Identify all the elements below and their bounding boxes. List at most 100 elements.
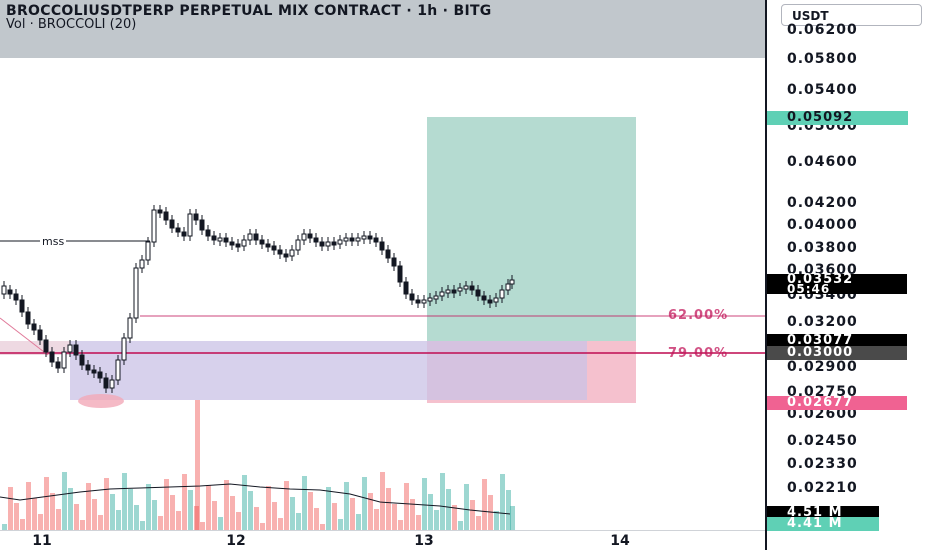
volume-bar [248, 491, 253, 530]
chart-header: BROCCOLIUSDTPERP PERPETUAL MIX CONTRACT … [0, 0, 765, 58]
fib-62-label: 62.00% [668, 308, 729, 323]
candle-body [85, 364, 91, 371]
candle-body [7, 289, 13, 295]
volume-bar [278, 518, 283, 530]
volume-bar [290, 497, 295, 530]
candle-body [355, 237, 361, 242]
volume-bar [2, 524, 7, 530]
volume-bar [344, 482, 349, 530]
volume-bar [158, 516, 163, 530]
volume-bar [338, 519, 343, 530]
candle-body [79, 354, 85, 366]
volume-bar [176, 511, 181, 530]
volume-bar [134, 505, 139, 530]
volume-label-2: 4.41 M [767, 517, 879, 531]
candle-body [127, 317, 133, 339]
volume-bar [416, 515, 421, 530]
volume-bar [254, 507, 259, 530]
volume-bar [110, 494, 115, 530]
order-block-zone [70, 341, 587, 400]
price-tick: 0.02210 [787, 480, 858, 496]
volume-bar [152, 500, 157, 530]
candle-body [277, 249, 283, 255]
candle-body [169, 219, 175, 229]
price-axis[interactable]: USDT 0.06200 0.05800 0.05400 0.05000 0.04600… [765, 0, 932, 550]
candle-body [451, 289, 457, 294]
candle-body [259, 239, 265, 245]
candle-body [61, 351, 67, 369]
candle-body [391, 257, 397, 267]
candle-body [373, 237, 379, 243]
candle-body [349, 237, 355, 242]
candle-body [337, 239, 343, 245]
price-tick: 0.05800 [787, 51, 858, 67]
target-price-label: 0.05092 [767, 111, 908, 125]
volume-bar [68, 488, 73, 530]
candle-body [265, 243, 271, 248]
candle-body [37, 329, 43, 341]
volume-bar [404, 483, 409, 530]
volume-bar [510, 506, 515, 530]
price-tick: 0.04200 [787, 195, 858, 211]
candle-body [133, 267, 139, 319]
volume-bar [140, 521, 145, 530]
volume-bar [272, 502, 277, 530]
volume-bar [308, 492, 313, 530]
candle-body [493, 297, 499, 303]
volume-bar [122, 473, 127, 530]
volume-bar [32, 498, 37, 530]
candle-body [97, 371, 103, 379]
candle-body [307, 233, 313, 239]
liquidity-sweep-ellipse [78, 394, 124, 408]
volume-bar [386, 488, 391, 530]
chart-pane[interactable]: BROCCOLIUSDTPERP PERPETUAL MIX CONTRACT … [0, 0, 765, 530]
price-tick: 0.02450 [787, 433, 858, 449]
diagonal-line [0, 317, 49, 356]
candle-body [103, 377, 109, 389]
volume-bar [332, 503, 337, 530]
candle-body [109, 379, 115, 389]
volume-bar [224, 480, 229, 530]
volume-bar [500, 474, 505, 530]
candle-body [31, 323, 37, 331]
stop-price-label: 0.02677 [767, 396, 907, 410]
currency-selector[interactable]: USDT [781, 4, 922, 26]
volume-bar [314, 508, 319, 530]
volume-bar [146, 484, 151, 530]
candle-body [211, 235, 217, 241]
current-price-label: 0.03532 [787, 272, 854, 287]
volume-indicator-label[interactable]: Vol · BROCCOLI (20) [6, 17, 137, 32]
volume-bar [212, 501, 217, 530]
candle-body [139, 259, 145, 269]
price-tick: 0.04000 [787, 217, 858, 233]
price-tick: 0.03800 [787, 240, 858, 256]
chart-title: BROCCOLIUSDTPERP PERPETUAL MIX CONTRACT … [6, 3, 492, 19]
time-label-11: 11 [32, 533, 52, 549]
candle-body [13, 293, 19, 301]
candle-body [235, 243, 241, 248]
time-axis[interactable]: 11 12 13 14 [0, 530, 765, 550]
candle-body [205, 229, 211, 237]
mss-label: mss [40, 235, 67, 248]
volume-bar [86, 483, 91, 530]
candle-body [43, 339, 49, 353]
candle-body [313, 237, 319, 243]
volume-bar [38, 514, 43, 530]
candle-body [157, 209, 163, 214]
volume-bar [8, 487, 13, 530]
candle-body [271, 245, 277, 251]
candle-body [67, 344, 73, 353]
volume-bar [362, 477, 367, 530]
volume-bar [98, 515, 103, 530]
candle-body [187, 213, 193, 237]
volume-bar [356, 514, 361, 530]
candle-body [121, 337, 127, 361]
candle-body [403, 281, 409, 295]
volume-bar [284, 481, 289, 530]
volume-bar [242, 475, 247, 530]
volume-bar [428, 494, 433, 530]
volume-bar [194, 506, 199, 530]
candle-body [217, 237, 223, 242]
volume-bar [116, 510, 121, 530]
candle-body [397, 265, 403, 283]
